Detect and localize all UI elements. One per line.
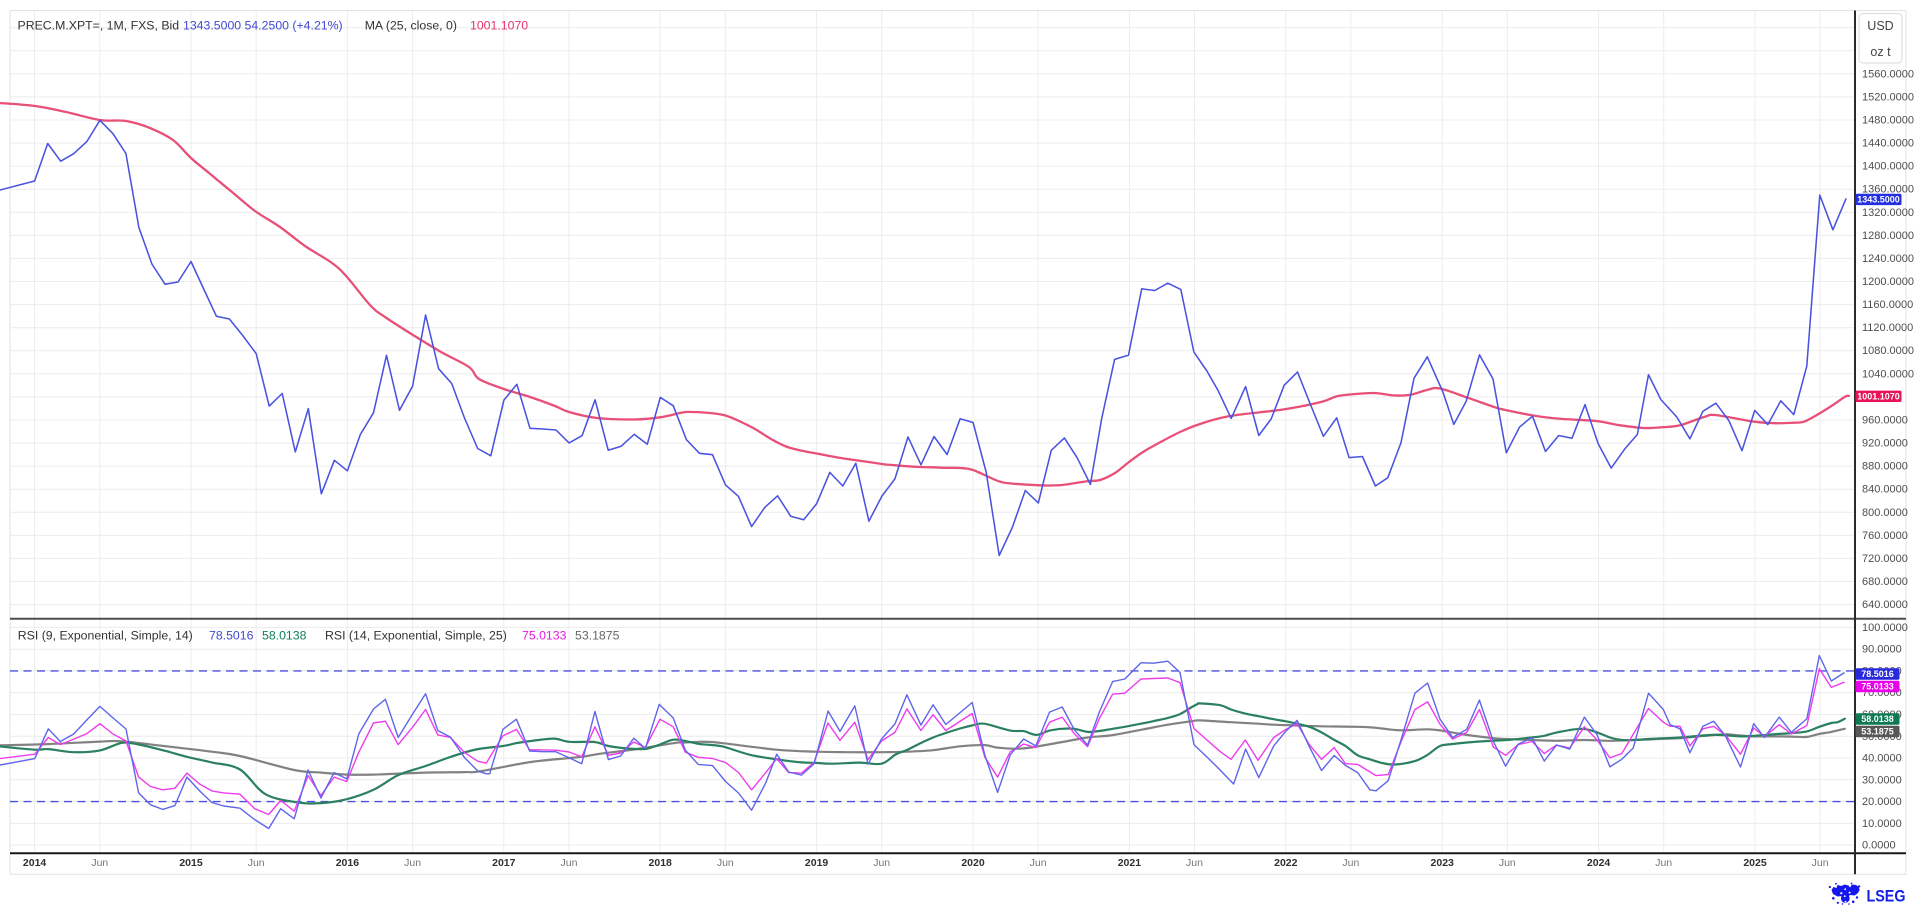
svg-text:2023: 2023 [1431, 857, 1455, 869]
svg-text:1400.0000: 1400.0000 [1862, 161, 1914, 173]
svg-text:20.0000: 20.0000 [1862, 796, 1902, 808]
svg-text:1343.5000 54.2500 (+4.21%): 1343.5000 54.2500 (+4.21%) [183, 19, 343, 33]
svg-text:Jun: Jun [561, 857, 578, 869]
svg-text:78.5016: 78.5016 [209, 629, 254, 643]
svg-text:1080.0000: 1080.0000 [1862, 345, 1914, 357]
svg-text:720.0000: 720.0000 [1862, 553, 1908, 565]
svg-text:1520.0000: 1520.0000 [1862, 91, 1914, 103]
svg-text:800.0000: 800.0000 [1862, 507, 1908, 519]
svg-text:680.0000: 680.0000 [1862, 576, 1908, 588]
svg-text:2014: 2014 [23, 857, 47, 869]
svg-text:Jun: Jun [873, 857, 890, 869]
svg-text:960.0000: 960.0000 [1862, 415, 1908, 427]
svg-text:58.0138: 58.0138 [262, 629, 307, 643]
svg-text:90.0000: 90.0000 [1862, 644, 1902, 656]
svg-text:Jun: Jun [404, 857, 421, 869]
svg-text:10.0000: 10.0000 [1862, 818, 1902, 830]
svg-text:920.0000: 920.0000 [1862, 438, 1908, 450]
svg-text:oz t: oz t [1870, 45, 1891, 59]
svg-text:2019: 2019 [805, 857, 829, 869]
svg-text:Jun: Jun [1030, 857, 1047, 869]
svg-text:53.1875: 53.1875 [1861, 727, 1894, 737]
svg-text:880.0000: 880.0000 [1862, 461, 1908, 473]
svg-text:LSEG: LSEG [1867, 886, 1906, 905]
svg-text:2020: 2020 [961, 857, 985, 869]
svg-text:840.0000: 840.0000 [1862, 484, 1908, 496]
svg-text:2021: 2021 [1118, 857, 1142, 869]
svg-text:0.0000: 0.0000 [1862, 840, 1896, 852]
svg-text:58.0138: 58.0138 [1861, 714, 1894, 724]
svg-text:2022: 2022 [1274, 857, 1298, 869]
svg-text:Jun: Jun [91, 857, 108, 869]
svg-text:2016: 2016 [336, 857, 360, 869]
svg-text:Jun: Jun [717, 857, 734, 869]
svg-text:75.0133: 75.0133 [522, 629, 567, 643]
svg-text:2018: 2018 [649, 857, 673, 869]
svg-text:Jun: Jun [1342, 857, 1359, 869]
svg-text:1343.5000: 1343.5000 [1857, 195, 1900, 205]
svg-text:75.0133: 75.0133 [1861, 682, 1894, 692]
svg-text:78.5016: 78.5016 [1861, 669, 1894, 679]
svg-text:2017: 2017 [492, 857, 516, 869]
svg-text:1360.0000: 1360.0000 [1862, 184, 1914, 196]
svg-text:1320.0000: 1320.0000 [1862, 207, 1914, 219]
svg-text:1001.1070: 1001.1070 [1857, 392, 1900, 402]
svg-text:2025: 2025 [1743, 857, 1767, 869]
svg-text:PREC.M.XPT=, 1M, FXS, Bid: PREC.M.XPT=, 1M, FXS, Bid [18, 19, 180, 33]
svg-text:1040.0000: 1040.0000 [1862, 368, 1914, 380]
svg-text:Jun: Jun [1812, 857, 1829, 869]
svg-text:100.0000: 100.0000 [1862, 622, 1908, 634]
svg-text:1560.0000: 1560.0000 [1862, 68, 1914, 80]
svg-text:40.0000: 40.0000 [1862, 753, 1902, 765]
svg-text:Jun: Jun [1655, 857, 1672, 869]
svg-text:MA (25, close, 0): MA (25, close, 0) [365, 19, 457, 33]
svg-text:1001.1070: 1001.1070 [470, 19, 528, 33]
svg-text:1280.0000: 1280.0000 [1862, 230, 1914, 242]
svg-text:Jun: Jun [248, 857, 265, 869]
svg-text:1480.0000: 1480.0000 [1862, 115, 1914, 127]
svg-text:USD: USD [1867, 19, 1893, 33]
svg-text:30.0000: 30.0000 [1862, 774, 1902, 786]
svg-text:640.0000: 640.0000 [1862, 599, 1908, 611]
svg-text:Jun: Jun [1499, 857, 1516, 869]
svg-text:1240.0000: 1240.0000 [1862, 253, 1914, 265]
svg-text:2015: 2015 [179, 857, 203, 869]
svg-text:1440.0000: 1440.0000 [1862, 138, 1914, 150]
svg-text:1120.0000: 1120.0000 [1862, 322, 1913, 334]
svg-text:1200.0000: 1200.0000 [1862, 276, 1914, 288]
svg-text:53.1875: 53.1875 [575, 629, 620, 643]
svg-text:RSI (9, Exponential, Simple, 1: RSI (9, Exponential, Simple, 14) [18, 629, 193, 643]
svg-text:760.0000: 760.0000 [1862, 530, 1908, 542]
svg-text:RSI (14, Exponential, Simple,: RSI (14, Exponential, Simple, 25) [325, 629, 507, 643]
svg-text:Jun: Jun [1186, 857, 1203, 869]
svg-text:2024: 2024 [1587, 857, 1611, 869]
svg-text:1160.0000: 1160.0000 [1862, 299, 1913, 311]
